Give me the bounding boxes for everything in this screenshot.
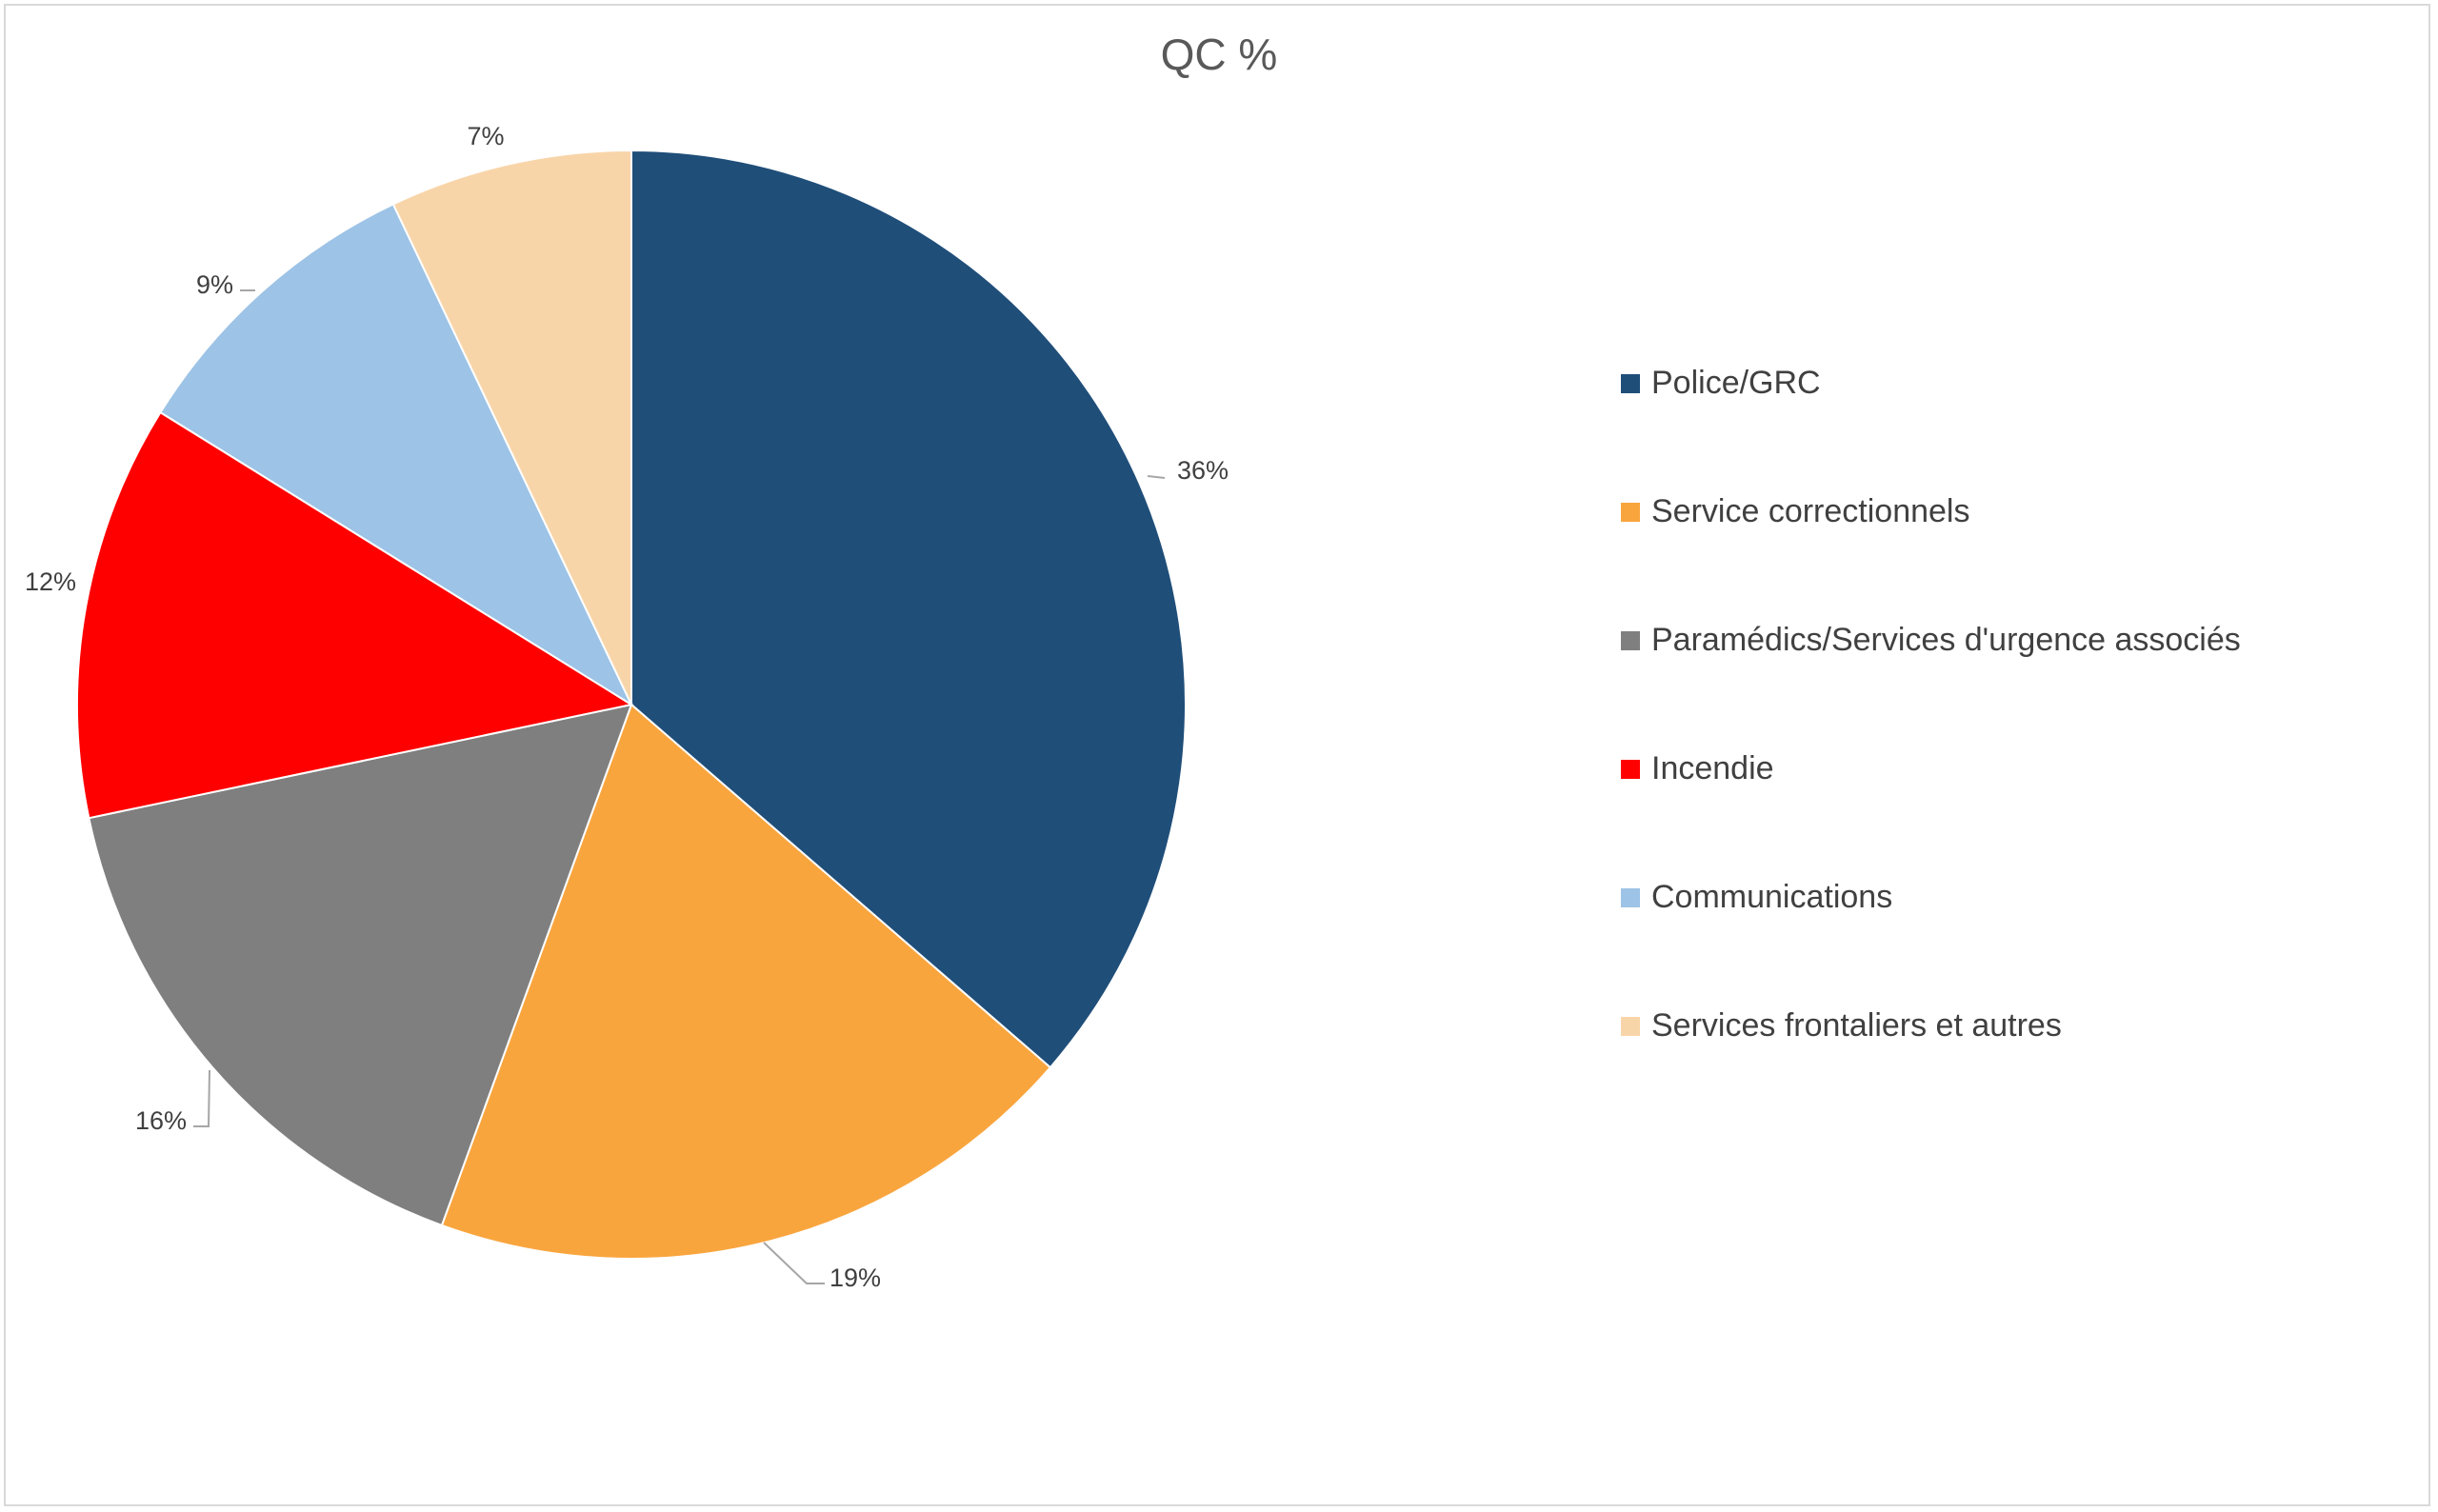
leader-line-1 bbox=[763, 1242, 825, 1284]
pie-slice-5 bbox=[391, 149, 632, 706]
chart-title: QC % bbox=[1160, 30, 1278, 79]
legend-swatch bbox=[1621, 630, 1640, 650]
pie-slices bbox=[76, 149, 1188, 1260]
leader-lines bbox=[193, 289, 1166, 1284]
data-label-4: 9% bbox=[196, 270, 233, 299]
legend-label: Police/GRC bbox=[1651, 365, 1821, 401]
pie-slice-3 bbox=[76, 410, 634, 820]
legend-item-paramedics: Paramédics/Services d'urgence associés bbox=[1621, 576, 2241, 705]
pie-slice-2 bbox=[88, 703, 633, 1227]
legend-swatch bbox=[1621, 502, 1640, 522]
legend-label: Incendie bbox=[1651, 750, 1774, 786]
data-label-5: 7% bbox=[467, 122, 504, 150]
legend-label: Communications bbox=[1651, 879, 1893, 915]
data-label-1: 19% bbox=[829, 1263, 881, 1292]
data-label-2: 16% bbox=[135, 1106, 187, 1135]
legend: Police/GRC Service correctionnels Paramé… bbox=[1621, 319, 2241, 1090]
data-label-0: 36% bbox=[1177, 456, 1229, 485]
legend-swatch bbox=[1621, 373, 1640, 393]
legend-swatch bbox=[1621, 1016, 1640, 1036]
legend-item-incendie: Incendie bbox=[1621, 705, 2241, 833]
legend-item-correctionnels: Service correctionnels bbox=[1621, 448, 2241, 576]
pie-slice-0 bbox=[630, 149, 1188, 1069]
legend-label: Paramédics/Services d'urgence associés bbox=[1651, 622, 2241, 658]
legend-item-police: Police/GRC bbox=[1621, 319, 2241, 448]
legend-item-communications: Communications bbox=[1621, 833, 2241, 962]
legend-swatch bbox=[1621, 887, 1640, 907]
legend-label: Services frontaliers et autres bbox=[1651, 1007, 2062, 1044]
data-labels: 36% 19% 16% 12% 9% 7% bbox=[25, 122, 1229, 1292]
data-label-3: 12% bbox=[25, 567, 76, 596]
legend-label: Service correctionnels bbox=[1651, 493, 1970, 529]
pie-slice-1 bbox=[440, 703, 1052, 1260]
legend-item-frontaliers: Services frontaliers et autres bbox=[1621, 962, 2241, 1090]
pie-slice-4 bbox=[159, 203, 634, 707]
leader-line-2 bbox=[193, 1069, 210, 1127]
leader-line-0 bbox=[1147, 475, 1166, 479]
legend-swatch bbox=[1621, 759, 1640, 779]
